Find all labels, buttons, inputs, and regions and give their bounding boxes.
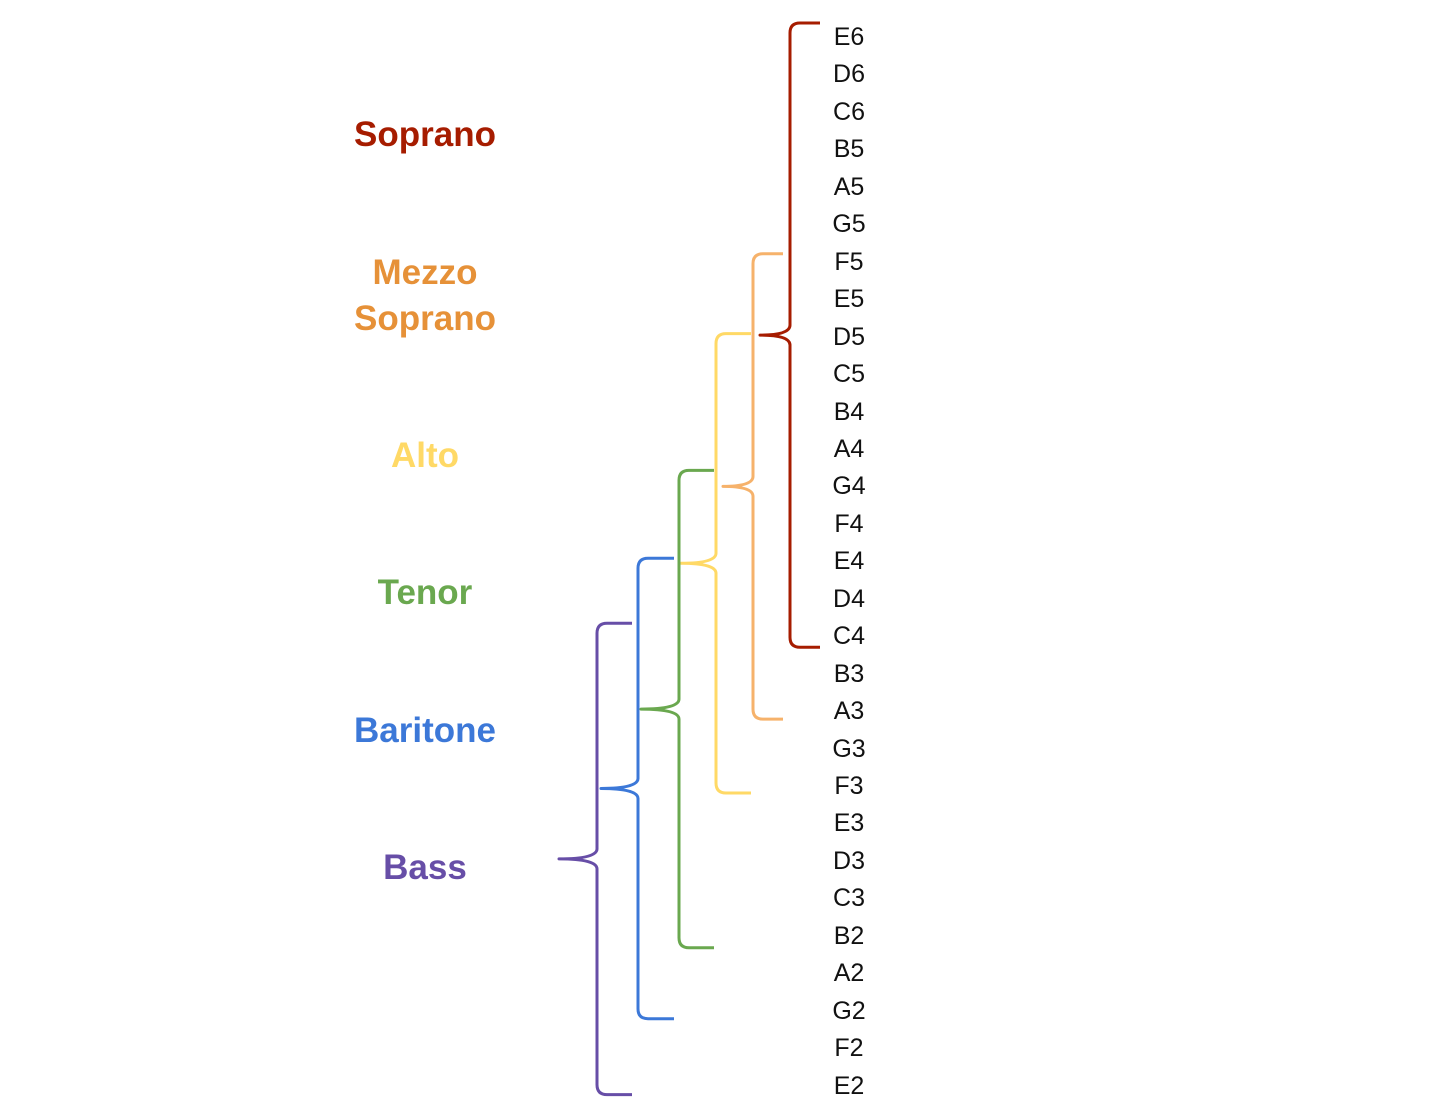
note-label-g5: G5 bbox=[832, 210, 866, 239]
bracket-baritone bbox=[599, 556, 674, 1021]
bracket-mezzo-soprano bbox=[721, 252, 783, 721]
note-label-d3: D3 bbox=[833, 846, 865, 875]
voice-label-line: Alto bbox=[390, 436, 460, 475]
note-label-g3: G3 bbox=[832, 734, 866, 763]
voice-label-line: Baritone bbox=[354, 711, 496, 750]
note-label-c5: C5 bbox=[833, 360, 865, 389]
note-label-e2: E2 bbox=[833, 1071, 865, 1100]
note-label-c3: C3 bbox=[833, 884, 865, 913]
note-label-a3: A3 bbox=[833, 697, 865, 726]
note-label-g2: G2 bbox=[832, 996, 866, 1025]
note-label-d4: D4 bbox=[833, 584, 865, 613]
note-label-f5: F5 bbox=[834, 247, 864, 276]
note-label-g4: G4 bbox=[832, 472, 866, 501]
bracket-bass bbox=[557, 621, 632, 1097]
note-label-c4: C4 bbox=[833, 622, 865, 651]
voice-label-alto: Alto bbox=[275, 433, 575, 479]
note-label-a5: A5 bbox=[833, 172, 865, 201]
voice-label-line: Bass bbox=[383, 848, 467, 887]
voice-label-bass: Bass bbox=[275, 845, 575, 891]
voice-label-line: Soprano bbox=[354, 115, 496, 154]
note-label-e3: E3 bbox=[833, 809, 865, 838]
voice-label-line: Mezzo bbox=[372, 253, 478, 292]
voice-label-tenor: Tenor bbox=[275, 570, 575, 616]
note-label-c6: C6 bbox=[833, 97, 865, 126]
note-label-a4: A4 bbox=[833, 434, 865, 463]
bracket-alto bbox=[679, 332, 751, 795]
note-label-f3: F3 bbox=[834, 772, 864, 800]
voice-label-line: Soprano bbox=[354, 299, 496, 338]
note-label-b4: B4 bbox=[833, 397, 865, 426]
note-label-b2: B2 bbox=[833, 921, 865, 950]
note-label-a2: A2 bbox=[833, 959, 865, 988]
note-label-e6: E6 bbox=[833, 23, 865, 51]
voice-label-baritone: Baritone bbox=[275, 708, 575, 754]
voice-label-soprano: Soprano bbox=[275, 112, 575, 158]
note-label-d6: D6 bbox=[833, 60, 865, 89]
bracket-soprano bbox=[758, 21, 820, 649]
note-label-f2: F2 bbox=[834, 1034, 864, 1063]
note-label-f4: F4 bbox=[834, 509, 864, 538]
voice-label-line: Tenor bbox=[377, 573, 473, 612]
note-label-d5: D5 bbox=[833, 322, 865, 351]
bracket-tenor bbox=[639, 468, 714, 950]
note-label-b3: B3 bbox=[833, 659, 865, 688]
note-label-e4: E4 bbox=[833, 547, 865, 576]
note-label-b5: B5 bbox=[833, 135, 865, 164]
note-label-e5: E5 bbox=[833, 285, 865, 314]
voice-label-mezzo-soprano: Mezzo Soprano bbox=[275, 250, 575, 342]
